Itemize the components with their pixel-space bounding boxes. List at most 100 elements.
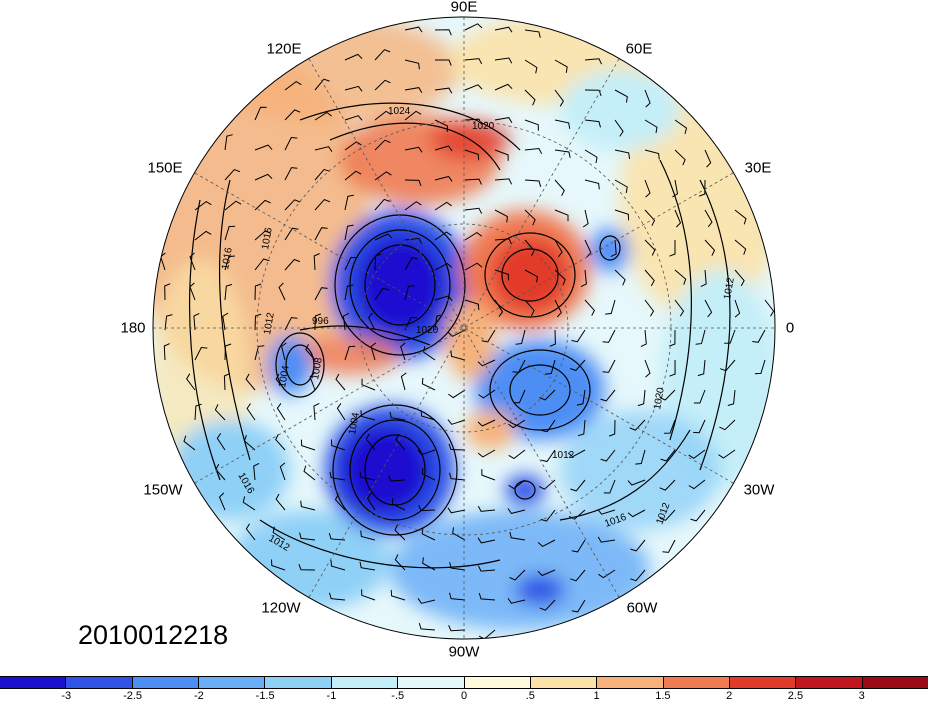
wind-barb	[549, 329, 556, 347]
wind-barb	[669, 359, 676, 377]
wind-barb	[189, 252, 196, 271]
wind-barb	[360, 410, 376, 421]
wind-barb	[361, 378, 376, 391]
wind-barb	[404, 110, 422, 121]
wind-barb	[395, 433, 406, 451]
wind-barb	[524, 59, 538, 74]
wind-barb	[224, 200, 242, 211]
wind-barb	[605, 299, 616, 315]
wind-barb	[662, 539, 676, 553]
wind-barb	[597, 509, 616, 515]
wind-barb	[494, 269, 510, 281]
colorbar-tick-label: 0	[460, 690, 468, 702]
wind-barb	[727, 389, 736, 406]
wind-barb	[434, 314, 443, 331]
wind-barb	[404, 316, 418, 331]
wind-barb	[224, 343, 232, 361]
colorbar-tick-label: 2	[726, 690, 733, 702]
wind-barb	[672, 179, 679, 198]
wind-barb	[246, 403, 256, 421]
wind-barb	[374, 49, 391, 61]
wind-barb	[314, 199, 331, 211]
contour-label: 1008	[310, 356, 325, 380]
wind-barb	[328, 532, 346, 541]
wind-barb	[512, 359, 526, 373]
wind-barb	[374, 287, 389, 301]
wind-barb	[314, 313, 322, 331]
colorbar-tick-label: -.5	[391, 690, 405, 702]
wind-barb	[299, 532, 316, 541]
wind-barb	[494, 149, 509, 161]
wind-barb	[164, 283, 171, 301]
wind-barb	[524, 239, 535, 257]
wind-barb	[183, 435, 196, 451]
colorbar-segment	[0, 677, 67, 688]
wind-barb	[447, 419, 466, 425]
wind-barb	[554, 179, 565, 197]
wind-barb	[254, 106, 267, 121]
wind-barb	[417, 598, 436, 604]
wind-barb	[674, 299, 685, 317]
wind-barb	[335, 373, 346, 391]
colorbar-segment	[530, 677, 598, 688]
wind-barb	[300, 500, 316, 511]
wind-barb	[734, 239, 747, 255]
wind-barb	[275, 433, 286, 451]
wind-barb	[507, 598, 526, 604]
wind-barb	[344, 85, 363, 92]
wind-barb	[644, 359, 651, 378]
wind-barb	[699, 179, 706, 197]
lon-label-0: 0	[785, 319, 795, 337]
wind-barb	[659, 479, 676, 491]
wind-barb	[374, 79, 391, 91]
timestamp-label: 2010012218	[78, 620, 229, 650]
wind-barb	[554, 269, 566, 286]
wind-barb	[704, 209, 713, 228]
wind-barb	[494, 299, 504, 317]
wind-barb	[421, 467, 436, 481]
wind-barb	[215, 463, 226, 481]
wind-barb	[664, 419, 676, 434]
contour-label: 1024	[388, 106, 411, 117]
wind-barb	[447, 329, 466, 337]
wind-barb	[630, 539, 646, 552]
wind-barb	[434, 231, 452, 241]
wind-barb	[507, 508, 526, 514]
wind-barb	[464, 23, 483, 31]
lon-label-30e: 30E	[744, 159, 772, 177]
wind-barb	[214, 404, 226, 421]
colorbar-tick-label: -1.5	[255, 690, 275, 702]
wind-barb	[284, 258, 301, 271]
wind-barb	[541, 419, 556, 433]
wind-barb	[570, 569, 586, 582]
wind-barb	[584, 58, 603, 65]
wind-barb	[464, 207, 483, 214]
wind-barb	[478, 592, 496, 601]
wind-barb	[734, 269, 745, 287]
wind-barb	[309, 372, 316, 391]
wind-barb	[644, 149, 660, 160]
wind-barb	[567, 449, 586, 458]
wind-barb	[254, 258, 270, 271]
wind-barb	[253, 462, 260, 481]
wind-barb	[254, 144, 273, 151]
wind-barb	[637, 389, 646, 407]
wind-barb	[400, 372, 407, 391]
wind-barb	[494, 238, 513, 245]
wind-barb	[344, 284, 354, 301]
wind-barb	[478, 629, 496, 639]
wind-barb	[515, 329, 526, 345]
wind-barb	[389, 411, 406, 421]
wind-barb	[314, 227, 328, 241]
wind-barb	[724, 329, 736, 344]
lon-label-120w: 120W	[261, 599, 301, 617]
contour-label: 1020	[416, 325, 439, 336]
wind-barb	[464, 149, 480, 161]
colorbar-tick-label: -2.5	[123, 690, 143, 702]
lon-label-60w: 60W	[626, 599, 658, 617]
wind-barb	[404, 146, 423, 153]
wind-barb	[640, 329, 647, 348]
wind-barb	[509, 569, 526, 581]
wind-barb	[524, 209, 536, 226]
wind-barb	[610, 239, 617, 258]
